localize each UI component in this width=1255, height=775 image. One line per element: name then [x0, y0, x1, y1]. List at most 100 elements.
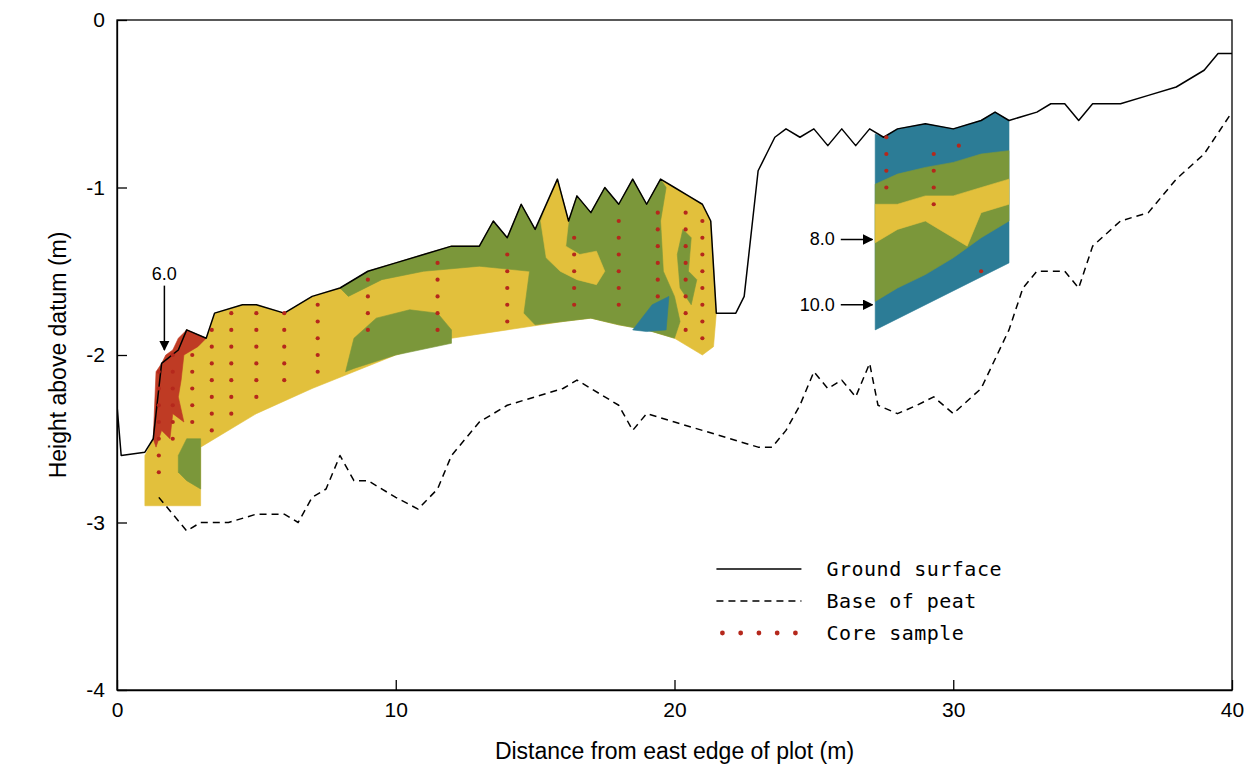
annotation-label: 8.0	[810, 229, 835, 249]
core-sample-point	[282, 311, 286, 315]
core-sample-point	[505, 319, 509, 323]
core-sample-point	[190, 420, 194, 424]
core-sample-point	[932, 169, 936, 173]
core-sample-point	[157, 370, 161, 374]
core-sample-point	[366, 278, 370, 282]
legend-swatch	[716, 568, 801, 570]
core-sample-point	[684, 211, 688, 215]
plot-frame	[117, 20, 1232, 690]
annotations: 6.08.010.0	[152, 229, 873, 350]
region	[145, 179, 716, 506]
core-sample-point	[700, 236, 704, 240]
core-sample-point	[435, 294, 439, 298]
core-sample-point	[572, 252, 576, 256]
core-sample-point	[210, 378, 214, 382]
core-sample-point	[656, 261, 660, 265]
core-sample-point	[190, 353, 194, 357]
core-sample-point	[171, 370, 175, 374]
core-sample-point	[254, 378, 258, 382]
legend-swatch	[716, 600, 801, 602]
y-tick-label: -1	[86, 176, 105, 199]
core-sample-point	[656, 244, 660, 248]
core-sample-point	[190, 370, 194, 374]
annotation-arrow	[841, 239, 873, 241]
core-sample-point	[684, 227, 688, 231]
core-sample-point	[884, 152, 888, 156]
core-sample-point	[254, 311, 258, 315]
chart: 010203040-4-3-2-10Distance from east edg…	[0, 0, 1255, 775]
core-sample-point	[884, 135, 888, 139]
core-sample-point	[700, 319, 704, 323]
core-sample-point	[366, 311, 370, 315]
core-sample-point	[884, 185, 888, 189]
core-sample-point	[157, 453, 161, 457]
y-tick-label: -2	[86, 343, 105, 366]
core-sample-point	[366, 294, 370, 298]
core-sample-point	[316, 336, 320, 340]
annotation-arrow	[841, 304, 873, 306]
y-tick-mark	[117, 522, 127, 523]
x-tick: 20	[663, 680, 686, 721]
core-sample-point	[316, 353, 320, 357]
x-axis-title: Distance from east edge of plot (m)	[495, 738, 854, 764]
core-sample-point	[656, 294, 660, 298]
core-sample-point	[254, 361, 258, 365]
x-tick-mark	[1232, 680, 1233, 690]
core-sample-point	[700, 286, 704, 290]
core-sample-point	[505, 252, 509, 256]
y-tick-label: -3	[86, 511, 105, 534]
core-sample-point	[171, 403, 175, 407]
core-sample-point	[656, 211, 660, 215]
core-sample-point	[684, 294, 688, 298]
core-sample-point	[684, 244, 688, 248]
y-tick-label: -4	[86, 678, 105, 701]
x-tick: 10	[385, 680, 408, 721]
core-sample-point	[282, 378, 286, 382]
core-sample-point	[210, 412, 214, 416]
core-sample-point	[210, 428, 214, 432]
legend-label: Core sample	[826, 621, 964, 645]
region	[875, 179, 1009, 246]
core-sample-point	[656, 227, 660, 231]
core-sample-point	[229, 328, 233, 332]
core-sample-point	[700, 219, 704, 223]
legend-swatch	[775, 631, 780, 636]
x-tick-label: 10	[385, 698, 408, 721]
core-sample-point	[157, 437, 161, 441]
core-sample-point	[210, 361, 214, 365]
annotation-label: 6.0	[152, 264, 177, 284]
legend-label: Base of peat	[826, 589, 977, 613]
x-tick-label: 40	[1221, 698, 1244, 721]
core-sample-point	[229, 412, 233, 416]
core-sample-point	[210, 328, 214, 332]
core-sample-point	[572, 269, 576, 273]
core-sample-point	[505, 269, 509, 273]
core-sample-point	[157, 403, 161, 407]
region	[178, 439, 200, 489]
core-sample-point	[700, 336, 704, 340]
region	[677, 229, 697, 304]
region	[875, 151, 1009, 302]
core-sample-point	[190, 386, 194, 390]
y-tick: -2	[86, 343, 127, 366]
core-sample-point	[617, 269, 621, 273]
core-sample-point	[316, 303, 320, 307]
core-sample-point	[171, 437, 175, 441]
legend-label: Ground surface	[826, 557, 1002, 581]
core-sample-point	[572, 236, 576, 240]
core-sample-point	[229, 378, 233, 382]
legend: Ground surface Base of peat Core sample	[716, 557, 1002, 645]
core-sample-point	[684, 278, 688, 282]
x-tick-mark	[953, 680, 954, 690]
core-sample-point	[435, 311, 439, 315]
core-sample-point	[656, 278, 660, 282]
region	[633, 296, 669, 331]
y-tick-mark	[117, 690, 127, 691]
core-sample-point	[316, 370, 320, 374]
core-sample-point	[684, 261, 688, 265]
core-sample-point	[229, 345, 233, 349]
line	[117, 54, 1232, 456]
x-axis-line	[118, 690, 1233, 691]
y-tick-mark	[117, 187, 127, 188]
core-sample-point	[979, 269, 983, 273]
